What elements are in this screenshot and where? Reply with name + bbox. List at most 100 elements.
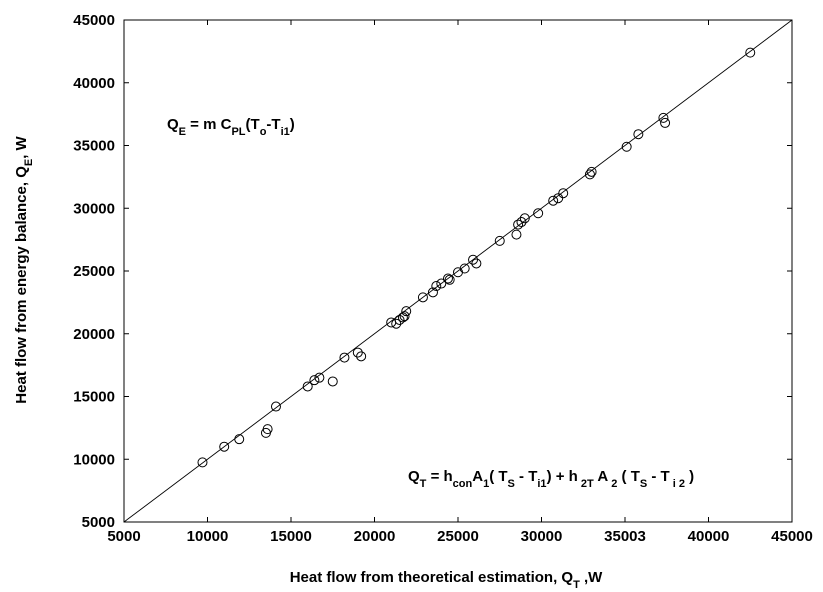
equation-subscript: E [179, 126, 186, 138]
equation-text: Q [408, 468, 420, 485]
equation-text: = h [426, 468, 452, 485]
data-point [314, 372, 325, 383]
x-tick-label: 45000 [771, 528, 813, 545]
data-point [660, 117, 671, 128]
equation-text: = m C [186, 116, 232, 133]
equation-text: ) [290, 116, 295, 133]
data-point [533, 208, 544, 219]
equation-subscript: i 2 [670, 478, 685, 490]
data-point [234, 434, 245, 445]
data-point [397, 312, 408, 323]
data-point [391, 318, 402, 329]
y-tick-label: 25000 [73, 263, 115, 280]
x-tick-label: 15000 [270, 528, 312, 545]
x-tick-label: 20000 [354, 528, 396, 545]
y-tick-label: 5000 [82, 514, 115, 531]
equation-subscript: i1 [281, 126, 290, 138]
equation-subscript: i1 [537, 478, 546, 490]
data-point [519, 213, 530, 224]
equation-text: A [472, 468, 483, 485]
data-point [394, 314, 405, 325]
data-point [327, 376, 338, 387]
equation-subscript: T [420, 478, 427, 490]
x-tick-label: 5000 [107, 528, 140, 545]
data-point [302, 381, 313, 392]
data-point [553, 193, 564, 204]
data-point [586, 166, 597, 177]
equation-text: - T [647, 468, 670, 485]
x-axis-label-unit: ,W [580, 569, 603, 586]
data-point [471, 258, 482, 269]
equation-text: ( T [489, 468, 507, 485]
x-tick-label: 10000 [187, 528, 229, 545]
data-point [444, 274, 455, 285]
data-point [453, 267, 463, 278]
data-point [436, 278, 447, 289]
data-point [352, 347, 363, 358]
y-tick-label: 40000 [73, 75, 115, 92]
data-point [548, 195, 559, 206]
data-point [558, 188, 569, 199]
equation-subscript: 2T [578, 478, 594, 490]
equation-text: (T [246, 116, 260, 133]
data-point [431, 281, 442, 292]
equation-text: ) + h [547, 468, 578, 485]
x-tick-label: 30000 [521, 528, 563, 545]
equation-text: ( T [617, 468, 640, 485]
data-point [516, 217, 527, 228]
equation-text: A [594, 468, 609, 485]
plot-area [123, 19, 793, 523]
data-point [401, 306, 412, 317]
x-axis-label-text: Heat flow from theoretical estimation, Q [290, 569, 574, 586]
equation-text: Q [167, 116, 179, 133]
data-point [658, 112, 669, 123]
equation-subscript: S [640, 478, 647, 490]
data-point [511, 229, 522, 240]
y-axis-label-text: Heat flow from energy balance, Q [13, 166, 30, 404]
data-point [356, 351, 367, 362]
y-axis-label-unit: , W [13, 135, 30, 158]
data-point [459, 263, 470, 274]
data-point [468, 254, 479, 265]
reference-line-y-equals-x [123, 19, 793, 523]
data-point [584, 169, 595, 180]
x-tick-label: 40000 [688, 528, 730, 545]
data-point [219, 441, 230, 452]
data-point [262, 424, 273, 435]
data-point [197, 457, 208, 468]
y-tick-label: 35000 [73, 138, 115, 155]
x-axis-label-sub: T [573, 579, 580, 591]
y-tick-label: 10000 [73, 451, 115, 468]
data-point [633, 129, 644, 140]
x-axis-label: Heat flow from theoretical estimation, Q… [290, 569, 603, 591]
data-point [513, 219, 524, 230]
data-point [621, 141, 632, 152]
data-point [494, 235, 505, 246]
reference-line-group [123, 19, 793, 523]
tick-labels: 5000 10000 15000 20000 25000 30000 35003 40000 4… [73, 12, 813, 545]
data-points [197, 47, 756, 468]
equation-subscript: S [508, 478, 515, 490]
data-point [745, 47, 756, 58]
y-axis-label: Heat flow from energy balance, QE, W [13, 135, 35, 403]
equation-text: -T [266, 116, 280, 133]
equation-subscript: con [453, 478, 473, 490]
y-tick-label: 30000 [73, 200, 115, 217]
x-tick-label: 35003 [604, 528, 646, 545]
equation-text: - T [515, 468, 538, 485]
equation-qt-annotation: QT = hconA1( TS - Ti1) + h 2T A 2 ( TS -… [408, 468, 694, 490]
y-tick-label: 45000 [73, 12, 115, 29]
equation-subscript: PL [231, 126, 245, 138]
data-point [427, 287, 438, 298]
data-point [442, 273, 453, 284]
data-point [417, 292, 428, 303]
y-tick-label: 15000 [73, 389, 115, 406]
data-point [270, 401, 281, 412]
equation-qe-annotation: QE = m CPL(To-Ti1) [167, 116, 295, 138]
y-tick-label: 20000 [73, 326, 115, 343]
x-tick-label: 25000 [437, 528, 479, 545]
data-point [309, 375, 320, 386]
equation-text: ) [685, 468, 694, 485]
data-point [339, 352, 350, 363]
